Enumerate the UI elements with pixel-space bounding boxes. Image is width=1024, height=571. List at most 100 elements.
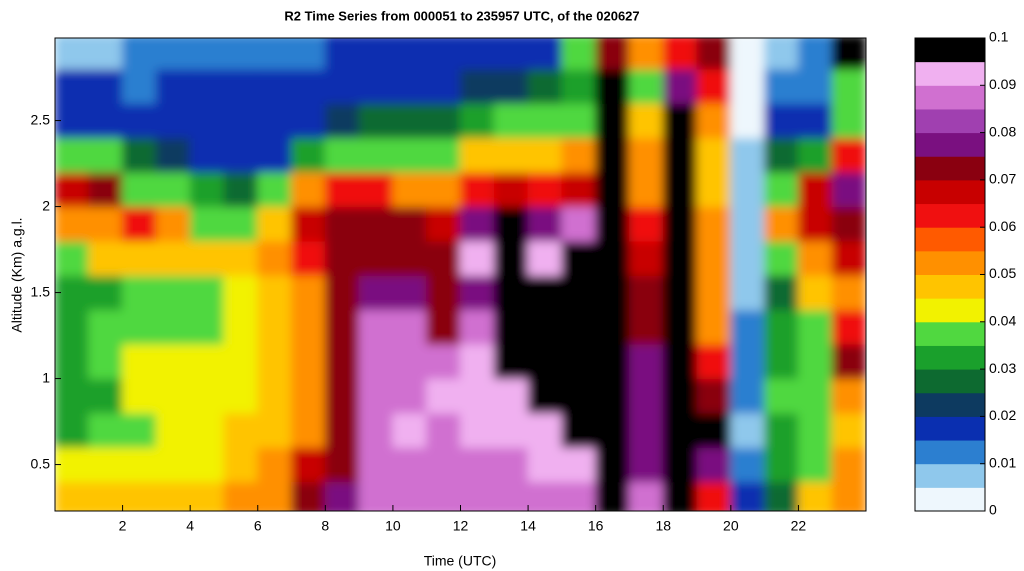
- heat-cell: [595, 102, 630, 139]
- heat-cell: [797, 343, 833, 380]
- heat-cell: [257, 446, 293, 483]
- heat-cell: [460, 38, 495, 70]
- colorbar-band: [915, 203, 985, 228]
- heat-cell: [527, 171, 563, 208]
- heat-cell: [460, 412, 495, 448]
- heat-cell: [257, 481, 293, 511]
- heat-cell: [155, 38, 191, 70]
- heat-cell: [493, 68, 529, 104]
- heat-cell: [122, 206, 157, 242]
- heat-cell: [426, 38, 461, 70]
- heat-cell: [527, 68, 563, 104]
- colorbar-band: [915, 250, 985, 275]
- heat-cell: [291, 412, 326, 448]
- heat-cell: [527, 137, 563, 173]
- heat-cell: [358, 343, 394, 380]
- heat-cell: [257, 38, 293, 70]
- heat-cell: [88, 446, 124, 483]
- heat-cell: [189, 171, 225, 208]
- heat-cell: [628, 446, 664, 483]
- heat-cell: [527, 240, 563, 276]
- heat-cell: [595, 446, 630, 483]
- heat-cell: [764, 137, 799, 173]
- heat-cell: [561, 171, 597, 208]
- heat-cell: [460, 68, 495, 104]
- heat-cell: [527, 343, 563, 380]
- colorbar-band: [915, 274, 985, 299]
- heat-cell: [628, 38, 664, 70]
- heat-cell: [595, 171, 630, 208]
- heat-cell: [122, 274, 157, 311]
- heat-cell: [797, 446, 833, 483]
- heat-cell: [797, 68, 833, 104]
- heat-cell: [88, 68, 124, 104]
- heat-cell: [628, 481, 664, 511]
- heat-cell: [595, 309, 630, 345]
- heat-cell: [493, 481, 529, 511]
- heat-cell: [392, 309, 428, 345]
- heat-cell: [291, 68, 326, 104]
- heat-cell: [730, 240, 766, 276]
- heat-cell: [662, 68, 698, 104]
- heat-cell: [595, 206, 630, 242]
- heat-cell: [628, 240, 664, 276]
- heat-cell: [223, 274, 259, 311]
- heat-cell: [324, 446, 360, 483]
- x-tick-label: 8: [321, 518, 329, 534]
- heat-cell: [493, 378, 529, 414]
- heat-cell: [358, 68, 394, 104]
- heat-cell: [493, 274, 529, 311]
- heat-cell: [662, 481, 698, 511]
- heat-cell: [460, 446, 495, 483]
- heat-cell: [291, 102, 326, 139]
- heat-cell: [223, 137, 259, 173]
- heat-cell: [257, 137, 293, 173]
- heat-cell: [764, 240, 799, 276]
- y-tick-label: 1.5: [31, 283, 51, 299]
- x-tick-label: 22: [791, 518, 807, 534]
- heat-cell: [392, 68, 428, 104]
- x-tick-label: 12: [453, 518, 469, 534]
- heat-cell: [595, 481, 630, 511]
- heat-cell: [730, 137, 766, 173]
- heat-cell: [764, 68, 799, 104]
- heat-cell: [764, 309, 799, 345]
- heat-cell: [189, 378, 225, 414]
- heat-cell: [561, 102, 597, 139]
- heat-cell: [189, 38, 225, 70]
- colorbar-tick-label: 0.05: [989, 265, 1016, 281]
- heat-cell: [696, 446, 732, 483]
- heat-cell: [88, 481, 124, 511]
- heat-cell: [392, 102, 428, 139]
- heat-cell: [797, 309, 833, 345]
- heat-cell: [122, 38, 157, 70]
- heat-cell: [696, 206, 732, 242]
- colorbar-tick-label: 0.1: [989, 29, 1009, 45]
- heat-cell: [88, 171, 124, 208]
- heat-cell: [223, 171, 259, 208]
- heat-cell: [257, 102, 293, 139]
- colorbar-band: [915, 156, 985, 181]
- heat-cell: [561, 412, 597, 448]
- heat-cell: [223, 240, 259, 276]
- colorbar-tick-label: 0.04: [989, 313, 1016, 329]
- heat-cell: [493, 309, 529, 345]
- heat-cell: [257, 240, 293, 276]
- y-tick-label: 0.5: [31, 455, 51, 471]
- x-axis-label: Time (UTC): [424, 553, 497, 569]
- heat-cell: [831, 38, 866, 70]
- colorbar-band: [915, 179, 985, 205]
- heat-cell: [189, 206, 225, 242]
- heat-cell: [88, 412, 124, 448]
- heat-cell: [797, 206, 833, 242]
- heat-cell: [55, 68, 90, 104]
- heat-cell: [223, 68, 259, 104]
- heat-cell: [392, 240, 428, 276]
- heat-cell: [662, 274, 698, 311]
- heat-cell: [561, 378, 597, 414]
- heat-cell: [55, 481, 90, 511]
- colorbar-band: [915, 392, 985, 417]
- heat-cell: [155, 102, 191, 139]
- heat-cell: [358, 412, 394, 448]
